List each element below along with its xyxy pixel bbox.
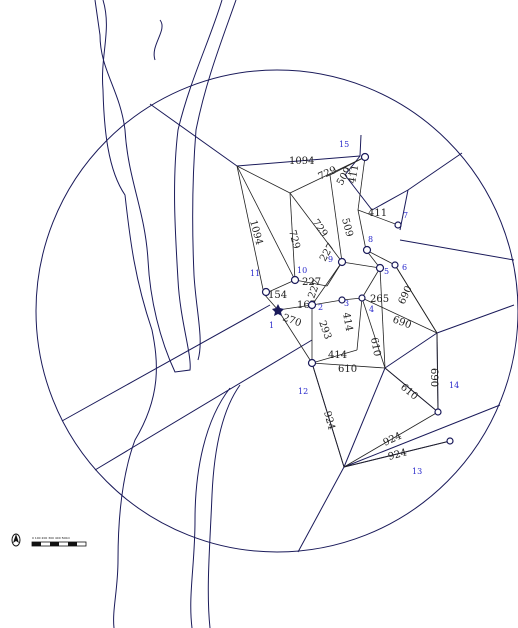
distance-label: 414 <box>328 350 347 361</box>
site-marker[interactable] <box>434 408 442 416</box>
site-label-12: 12 <box>298 387 308 396</box>
distance-label: 265 <box>370 294 389 305</box>
distance-label: 924 <box>387 447 408 463</box>
river-bank-east-2 <box>192 0 237 361</box>
scale-bar: 0 100 200 300 400 500m <box>31 536 87 547</box>
site-label-1: 1 <box>269 321 274 330</box>
distance-label: 690 <box>397 284 415 306</box>
distance-label: 610 <box>338 364 357 375</box>
site-marker[interactable] <box>307 358 317 368</box>
network-edges <box>236 156 451 468</box>
site-labels: 15 7 8 9 5 6 10 11 3 4 2 1 12 14 13 <box>250 140 459 476</box>
river-bank-west-lower <box>153 19 163 61</box>
distance-label: 411 <box>368 208 387 219</box>
distance-label: 509 <box>339 217 355 238</box>
site-label-2: 2 <box>318 303 323 312</box>
distance-label: 610 <box>398 382 420 403</box>
catchment-circle <box>35 69 518 553</box>
site-label-5: 5 <box>384 267 389 276</box>
site-marker[interactable] <box>358 294 366 302</box>
site-marker[interactable] <box>261 287 271 297</box>
site-marker[interactable] <box>394 221 402 229</box>
site-marker[interactable] <box>290 275 300 285</box>
thiessen-boundaries <box>61 103 515 553</box>
site-label-3: 3 <box>344 299 349 308</box>
site-label-8: 8 <box>368 235 373 244</box>
river-bank-west <box>102 0 157 628</box>
distance-label: 924 <box>321 410 337 431</box>
site-label-14: 14 <box>449 381 459 390</box>
site-marker[interactable] <box>391 261 399 269</box>
site-marker[interactable] <box>375 263 385 273</box>
site-marker[interactable] <box>337 257 347 267</box>
river-bank-east-1 <box>94 0 223 373</box>
distance-label: 270 <box>281 312 303 329</box>
distance-label: 690 <box>391 314 413 331</box>
river-bank-south-1 <box>190 387 231 628</box>
distance-label: 1094 <box>289 156 314 167</box>
site-marker[interactable] <box>362 245 372 255</box>
star-marker-icon <box>272 304 284 316</box>
river <box>94 0 241 628</box>
site-label-7: 7 <box>403 211 408 220</box>
north-arrow-icon <box>11 533 21 547</box>
scale-bar-label: 0 100 200 300 400 500m <box>32 536 70 540</box>
distance-label: 414 <box>340 312 354 333</box>
site-nodes <box>261 152 454 445</box>
distance-label: 293 <box>316 319 333 341</box>
site-label-10: 10 <box>297 266 307 275</box>
site-label-15: 15 <box>339 140 349 149</box>
site-label-4: 4 <box>369 305 374 314</box>
distance-label: 1094 <box>247 219 264 246</box>
site-marker[interactable] <box>307 300 317 310</box>
distance-label: 167 <box>297 300 316 311</box>
distance-label: 154 <box>268 290 287 301</box>
distance-label: 690 <box>428 368 439 387</box>
river-bank-south-2 <box>207 384 241 628</box>
distance-label: 924 <box>382 431 404 449</box>
distance-label: 411 <box>347 164 361 185</box>
site-label-11: 11 <box>250 269 260 278</box>
distance-label: 729 <box>286 229 302 250</box>
distance-label: 610 <box>368 337 382 358</box>
site-marker[interactable] <box>446 437 454 445</box>
distance-label: 729 <box>310 217 330 239</box>
site-marker[interactable] <box>338 296 346 304</box>
site-marker[interactable] <box>360 152 370 162</box>
site-label-6: 6 <box>402 263 407 272</box>
site-label-13: 13 <box>412 467 422 476</box>
site-label-9: 9 <box>328 255 333 264</box>
distance-label: 227 <box>302 277 321 288</box>
